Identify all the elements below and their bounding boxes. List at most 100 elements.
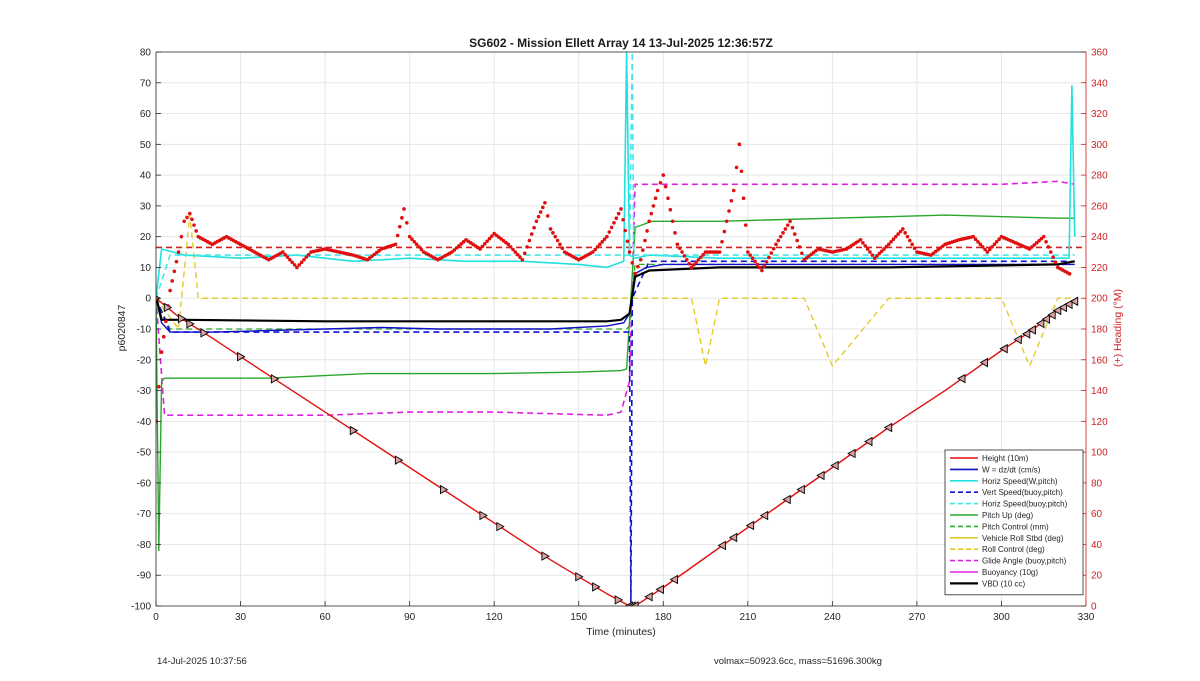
heading-point (980, 245, 985, 249)
y-tick-label: -70 (137, 509, 152, 520)
heading-point (482, 242, 487, 246)
heading-point (978, 242, 983, 247)
heading-point (682, 254, 687, 258)
heading-point (879, 249, 884, 254)
heading-point (518, 255, 522, 259)
heading-point (179, 234, 184, 239)
heading-point (701, 252, 705, 257)
y2-tick-label: 120 (1091, 417, 1108, 428)
height-marker (177, 313, 187, 324)
heading-point (551, 231, 555, 235)
height-marker (630, 601, 639, 606)
heading-point (797, 245, 802, 249)
heading-point (593, 247, 597, 252)
heading-point (182, 219, 186, 224)
y2-tick-label: 340 (1091, 78, 1108, 89)
height-marker (816, 470, 825, 481)
heading-point (748, 253, 752, 257)
heading-point (1032, 243, 1037, 247)
heading-point (670, 219, 675, 224)
heading-point (788, 219, 792, 224)
heading-point (306, 252, 311, 257)
series-line-glide-angle-buoy-pitch (156, 180, 1075, 416)
x-tick-label: 300 (993, 612, 1010, 623)
heading-point (285, 255, 290, 259)
series-line-w-dz-dt-cm-s (156, 263, 1075, 333)
y-tick-label: -50 (137, 448, 152, 459)
heading-point (696, 257, 701, 262)
heading-point (1048, 250, 1053, 254)
heading-point (538, 210, 543, 214)
heading-point (529, 232, 534, 236)
height-marker (655, 584, 664, 595)
heading-point (591, 250, 595, 254)
heading-point (176, 250, 181, 254)
heading-point (520, 257, 525, 262)
heading-point (192, 223, 196, 227)
heading-point (858, 237, 863, 242)
heading-point (729, 198, 734, 203)
y-tick-label: -40 (137, 417, 152, 428)
heading-point (1067, 272, 1072, 276)
y-tick-label: 80 (140, 48, 152, 59)
height-marker (999, 343, 1008, 354)
heading-point (595, 245, 600, 249)
heading-point (609, 225, 614, 230)
heading-point (863, 244, 868, 248)
heading-point (901, 227, 905, 231)
y2-tick-label: 320 (1091, 109, 1108, 120)
heading-point (668, 207, 673, 212)
heading-point (548, 227, 553, 231)
height-marker (847, 448, 856, 459)
heading-point (304, 255, 309, 259)
heading-point (459, 242, 464, 246)
heading-point (889, 239, 893, 244)
heading-point (661, 173, 666, 177)
y-tick-label: 50 (140, 140, 152, 151)
legend-label-w-dz-dt-cm-s: W = dz/dt (cm/s) (982, 465, 1041, 474)
x-tick-label: 90 (404, 612, 416, 623)
heading-point (602, 237, 607, 242)
heading-point (454, 246, 459, 250)
x-tick-label: 270 (909, 612, 926, 623)
x-tick-label: 30 (235, 612, 247, 623)
heading-point (513, 250, 518, 254)
chart-title: SG602 - Mission Ellett Array 14 13-Jul-2… (469, 36, 773, 50)
y-tick-label: 10 (140, 263, 152, 274)
heading-point (506, 242, 511, 247)
y2-tick-label: 80 (1091, 478, 1103, 489)
heading-point (1053, 260, 1058, 265)
height-marker (1047, 310, 1056, 320)
y-tick-label: -10 (137, 325, 152, 336)
axes: 0 30 60 90 120 150 180 210 240 270 300 330807060504… (131, 48, 1108, 624)
heading-point (515, 252, 520, 257)
y-tick-label: 30 (140, 201, 152, 212)
heading-point (1041, 234, 1046, 239)
heading-point (194, 229, 198, 233)
heading-point (684, 257, 689, 262)
heading-point (910, 242, 915, 247)
heading-point (861, 241, 865, 245)
heading-point (739, 169, 744, 174)
heading-point (724, 219, 729, 224)
legend-label-roll-control-deg: Roll Control (deg) (982, 545, 1045, 554)
heading-point (627, 250, 632, 254)
heading-point (1039, 236, 1044, 241)
heading-point (658, 181, 663, 185)
heading-point (1027, 247, 1032, 251)
height-marker (200, 328, 209, 338)
heading-point (790, 225, 795, 230)
y-tick-label: -100 (131, 602, 151, 613)
y2-tick-label: 40 (1091, 540, 1103, 551)
heading-point (397, 224, 402, 229)
heading-point (875, 254, 879, 258)
legend-box (944, 449, 1084, 596)
heading-point (743, 223, 748, 227)
y2-axis-label: (+) Heading (°M) (1112, 289, 1124, 367)
height-marker (669, 574, 678, 585)
heading-point (508, 245, 513, 249)
heading-point (532, 225, 536, 230)
heading-point (170, 279, 175, 283)
heading-point (647, 219, 651, 224)
